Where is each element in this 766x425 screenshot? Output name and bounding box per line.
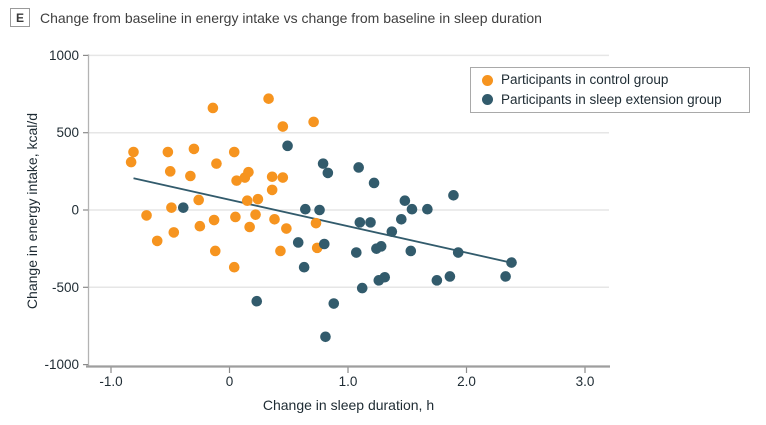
data-point bbox=[399, 195, 411, 207]
data-point bbox=[452, 247, 464, 258]
data-point bbox=[151, 235, 163, 247]
data-point bbox=[275, 245, 286, 257]
figure-header: E Change from baseline in energy intake … bbox=[10, 8, 542, 27]
data-point bbox=[177, 202, 189, 213]
data-point bbox=[277, 121, 289, 132]
series-control-group bbox=[125, 93, 323, 273]
panel-badge: E bbox=[10, 8, 30, 27]
data-point bbox=[228, 146, 240, 158]
x-axis: -1.0 0 1.0 2.0 3.0 bbox=[86, 365, 610, 389]
y-tick-label: 1000 bbox=[49, 48, 79, 63]
legend-item-control: Participants in control group bbox=[482, 72, 749, 88]
data-point bbox=[314, 204, 325, 216]
data-point bbox=[244, 221, 255, 233]
data-point bbox=[263, 93, 274, 104]
y-tick-label: -1000 bbox=[44, 357, 79, 372]
data-point bbox=[444, 271, 456, 282]
data-point bbox=[243, 166, 254, 178]
data-point bbox=[406, 203, 418, 215]
data-point bbox=[365, 217, 376, 228]
data-point bbox=[207, 102, 219, 114]
data-point bbox=[405, 245, 417, 257]
data-point bbox=[298, 261, 310, 273]
data-point bbox=[188, 143, 200, 155]
y-axis: 1000 500 0 -500 -1000 bbox=[44, 48, 90, 372]
data-point bbox=[128, 146, 139, 158]
data-point bbox=[350, 247, 362, 258]
trend-line bbox=[133, 177, 512, 264]
data-point bbox=[308, 116, 319, 128]
data-point bbox=[375, 241, 387, 252]
x-tick-label: 3.0 bbox=[576, 374, 595, 389]
data-point bbox=[228, 261, 240, 273]
data-point bbox=[251, 295, 263, 307]
y-axis-title: Change in energy intake, kcal/d bbox=[24, 113, 40, 309]
data-point bbox=[396, 213, 407, 225]
data-point bbox=[319, 238, 330, 250]
data-point bbox=[281, 223, 292, 234]
data-point bbox=[317, 158, 329, 169]
data-point bbox=[193, 194, 204, 206]
data-point bbox=[431, 275, 443, 286]
data-point bbox=[250, 209, 261, 220]
y-tick-label: 0 bbox=[71, 203, 79, 218]
x-tick-label: 1.0 bbox=[339, 374, 358, 389]
data-point bbox=[386, 226, 398, 237]
data-point bbox=[162, 146, 174, 158]
data-point bbox=[166, 202, 177, 213]
data-point bbox=[211, 158, 222, 169]
x-tick-label: -1.0 bbox=[99, 374, 122, 389]
data-point bbox=[208, 214, 220, 226]
data-point bbox=[125, 156, 137, 168]
figure-title: Change from baseline in energy intake vs… bbox=[40, 9, 542, 26]
data-point bbox=[209, 245, 221, 257]
data-point bbox=[322, 167, 334, 179]
data-point bbox=[266, 171, 278, 183]
legend-box: Participants in control group Participan… bbox=[470, 67, 750, 113]
y-tick-label: -500 bbox=[52, 280, 79, 295]
extension-group-dot-icon bbox=[482, 94, 493, 106]
data-point bbox=[141, 210, 152, 221]
legend-label-control: Participants in control group bbox=[501, 72, 669, 88]
data-point bbox=[185, 170, 196, 182]
data-point bbox=[328, 298, 340, 309]
gridlines bbox=[88, 54, 609, 289]
x-tick-label: 0 bbox=[226, 374, 234, 389]
data-point bbox=[292, 237, 304, 248]
data-point bbox=[448, 190, 459, 201]
legend-label-extension: Participants in sleep extension group bbox=[501, 91, 722, 107]
x-tick-label: 2.0 bbox=[457, 374, 476, 389]
control-group-dot-icon bbox=[482, 74, 493, 86]
legend-item-extension: Participants in sleep extension group bbox=[482, 92, 749, 108]
data-point bbox=[300, 203, 311, 215]
data-point bbox=[356, 282, 368, 294]
data-point bbox=[266, 184, 278, 196]
data-point bbox=[353, 162, 364, 173]
data-point bbox=[354, 217, 366, 228]
data-point bbox=[282, 140, 293, 152]
series-sleep-extension-group bbox=[177, 140, 517, 343]
data-point bbox=[252, 193, 264, 205]
data-point bbox=[500, 271, 511, 282]
data-point bbox=[506, 257, 517, 268]
data-point bbox=[422, 203, 433, 215]
data-point bbox=[194, 220, 206, 232]
data-point bbox=[164, 166, 176, 177]
data-point bbox=[320, 331, 331, 343]
y-tick-label: 500 bbox=[56, 125, 79, 140]
x-axis-title: Change in sleep duration, h bbox=[263, 397, 434, 413]
data-point bbox=[230, 211, 241, 223]
data-point bbox=[241, 195, 253, 207]
data-point bbox=[310, 217, 322, 229]
data-point bbox=[168, 227, 180, 238]
data-point bbox=[269, 213, 280, 225]
data-point bbox=[368, 177, 380, 189]
data-point bbox=[231, 175, 242, 186]
data-point bbox=[379, 271, 391, 283]
data-point bbox=[277, 172, 289, 183]
